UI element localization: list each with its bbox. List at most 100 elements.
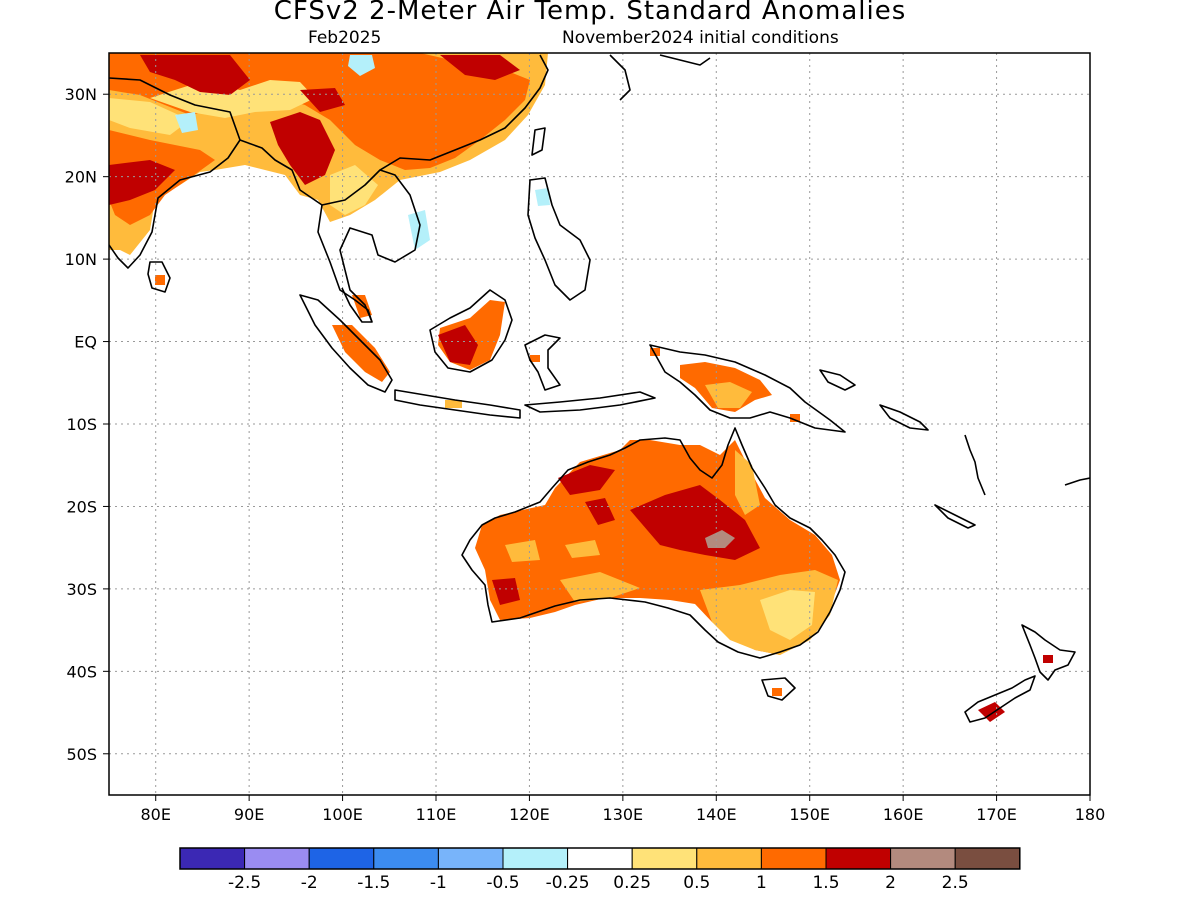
- coast-srilanka: [147, 261, 171, 293]
- anomaly-png-east-strong: [790, 414, 800, 422]
- colorbar-swatch: [179, 847, 246, 870]
- anomaly-srilanka-strong: [155, 275, 165, 285]
- colorbar-frame: [179, 847, 1021, 870]
- coast-vanuatu: [964, 434, 986, 496]
- map-gridlines: [109, 53, 1090, 795]
- anomaly-china-cool: [175, 112, 198, 133]
- coast-philippines: [527, 177, 591, 301]
- lon-tick-label: 140E: [696, 805, 737, 824]
- colorbar-swatch: [760, 847, 827, 870]
- colorbar-swatch: [631, 847, 698, 870]
- coast-korea: [609, 54, 631, 101]
- anomaly-tasmania-strong: [772, 688, 782, 696]
- colorbar-label: 1: [756, 873, 767, 893]
- anomaly-sulawesi-strong: [530, 355, 540, 362]
- lat-tick-label: 10S: [66, 415, 97, 434]
- colorbar-swatch: [890, 847, 956, 870]
- lat-tick-label: 20S: [66, 497, 97, 516]
- anomaly-asia-very-strong-c: [109, 160, 175, 205]
- coast-japan: [659, 54, 711, 66]
- colorbar-label: 0.25: [613, 873, 651, 893]
- lon-tick-label: 150E: [789, 805, 830, 824]
- anomaly-australia-very-strong-strip: [585, 498, 615, 525]
- anomaly-philippines-cool: [535, 188, 550, 206]
- forecast-month: Feb2025: [308, 28, 382, 48]
- coast-australia: [461, 427, 846, 659]
- colorbar-label: -2.5: [228, 873, 261, 893]
- coast-bismarck: [819, 369, 856, 391]
- colorbar-swatch: [437, 847, 504, 870]
- colorbar-label: -1: [430, 873, 447, 893]
- coast-taiwan: [531, 127, 546, 156]
- coast-indochina: [321, 169, 421, 271]
- anomaly-borneo-very-strong: [438, 325, 478, 365]
- coast-solomons: [879, 404, 929, 431]
- lon-tick-label: 80E: [140, 805, 170, 824]
- initial-conditions: November2024 initial conditions: [562, 28, 839, 48]
- lat-tick-label: EQ: [74, 333, 97, 352]
- coast-sulawesi: [524, 334, 561, 391]
- coast-india: [109, 77, 241, 269]
- colorbar-swatch: [373, 847, 439, 870]
- coast-borneo: [429, 289, 513, 373]
- coast-new-guinea: [649, 344, 846, 433]
- lat-tick-label: 10N: [65, 250, 97, 269]
- anomaly-australia-moderate-spot-b: [565, 540, 600, 558]
- lat-tick-label: 30S: [66, 580, 97, 599]
- anomaly-asia-very-strong-d: [440, 55, 520, 80]
- anomaly-java-moderate: [445, 400, 462, 408]
- colorbar-label: -2: [301, 873, 318, 893]
- colorbar-label: 2.5: [942, 873, 969, 893]
- colorbar-swatch: [244, 847, 310, 870]
- colorbar-swatch: [567, 847, 633, 870]
- anomaly-asia-very-strong-e: [300, 88, 345, 112]
- colorbar-swatch: [502, 847, 569, 870]
- anomaly-australia-moderate-west: [560, 572, 640, 602]
- anomaly-australia-extreme: [705, 530, 735, 548]
- lon-tick-label: 130E: [603, 805, 644, 824]
- anomaly-fields: [109, 53, 1053, 722]
- anomaly-nz-north-very-strong: [1043, 655, 1053, 663]
- anomaly-nz-south-very-strong: [978, 702, 1005, 722]
- coast-lesser-sunda: [524, 391, 656, 413]
- anomaly-queensland-moderate: [735, 450, 760, 515]
- coast-sumatra: [299, 294, 393, 393]
- colorbar-swatch: [825, 847, 892, 870]
- colorbar-label: 2: [885, 873, 896, 893]
- anomaly-australia-very-strong-north: [558, 465, 615, 495]
- lon-tick-label: 100E: [322, 805, 363, 824]
- coastlines: [109, 54, 1090, 723]
- colorbar-label: 1.5: [812, 873, 839, 893]
- lon-tick-label: 170E: [976, 805, 1017, 824]
- colorbar-swatch: [308, 847, 375, 870]
- colorbar-label: 0.5: [683, 873, 710, 893]
- anomaly-tibet-light: [150, 80, 315, 118]
- colorbar: -2.5 -2 -1.5 -1 -0.5 -0.25 0.25 0.5 1 1.5 2 2.5: [179, 847, 1021, 893]
- lat-tick-label: 50S: [66, 745, 97, 764]
- lon-tick-label: 120E: [509, 805, 550, 824]
- lon-tick-label: 110E: [416, 805, 457, 824]
- coast-nz-south: [964, 675, 1036, 723]
- colorbar-label: -1.5: [357, 873, 390, 893]
- anomaly-sumatra-strong: [332, 325, 390, 382]
- colorbar-label: -0.5: [486, 873, 519, 893]
- colorbar-swatch: [954, 847, 1021, 870]
- lat-tick-label: 30N: [65, 85, 97, 104]
- lat-tick-label: 20N: [65, 168, 97, 187]
- anomaly-australia-light-se: [760, 590, 815, 640]
- lat-tick-label: 40S: [66, 662, 97, 681]
- anomaly-australia-moderate-spot-a: [505, 540, 540, 562]
- anomaly-indochina-light: [330, 165, 378, 215]
- anomaly-australia-very-strong-west: [492, 578, 520, 605]
- chart-title: CFSv2 2-Meter Air Temp. Standard Anomali…: [273, 0, 907, 26]
- coast-java: [394, 389, 521, 419]
- anomaly-tibet-cool: [348, 55, 375, 76]
- coast-china: [379, 54, 549, 171]
- coast-malaya: [341, 269, 373, 323]
- anomaly-asia-very-strong-b: [270, 112, 335, 185]
- coast-bay-of-bengal: [239, 139, 373, 323]
- lon-tick-label: 160E: [883, 805, 924, 824]
- coast-fiji: [1064, 477, 1090, 486]
- coast-nz-north: [1021, 624, 1076, 681]
